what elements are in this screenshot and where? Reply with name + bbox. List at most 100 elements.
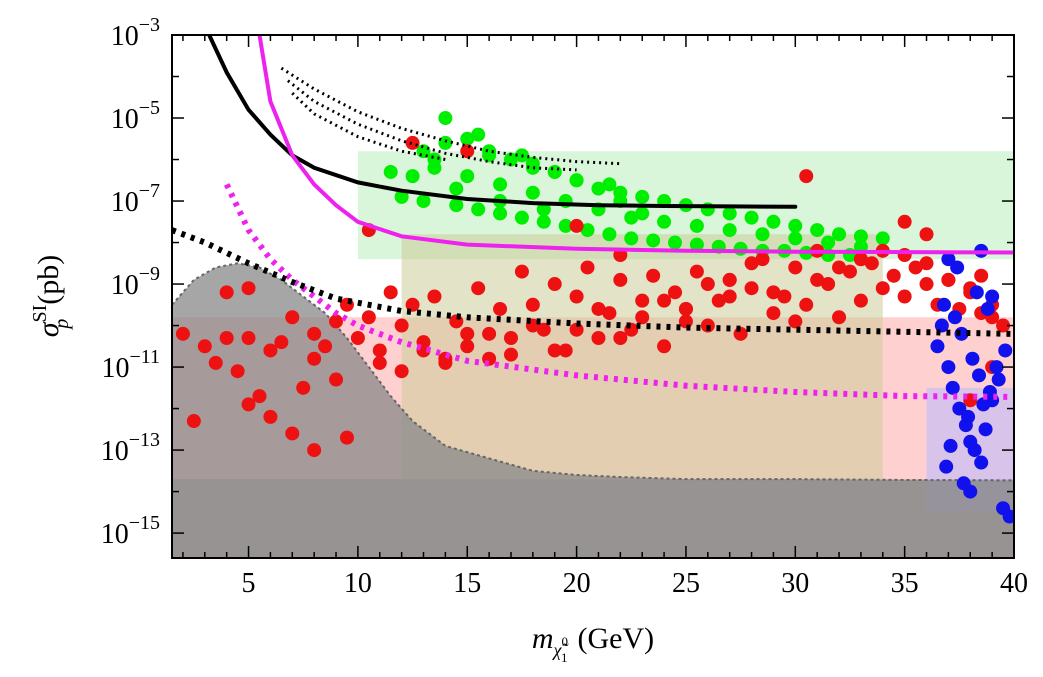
data-point-blue_points-18 [943,438,958,453]
y-tick-exponent: −13 [129,429,160,451]
axis-ticks: 5 10 15 20 25 30 35 4010−310−510−710−910−1110−1… [101,14,1028,599]
y-axis-sub: p [51,319,73,331]
neutrino-floor [172,262,1014,558]
plot-frame [171,34,1015,559]
data-point-red_points-102 [941,272,956,287]
data-point-red_points-0 [175,326,190,341]
y-tick-base: 10 [101,519,129,550]
data-point-red_points-61 [897,289,912,304]
data-point-green_points-62 [569,173,584,188]
data-point-red_points-18 [427,289,442,304]
limit-curve-dotted-6 [291,92,446,161]
data-point-blue_points-25 [939,459,954,474]
limit-curve-dotted-2 [223,183,1014,400]
data-point-red_points-62 [908,260,923,275]
neutrino-floor-region [172,263,1014,558]
data-point-red_points-101 [919,256,934,271]
data-point-green_points-67 [547,164,562,179]
data-point-red_points-109 [460,144,475,159]
data-point-red_points-47 [744,281,759,296]
data-point-green_points-30 [536,214,551,229]
data-point-blue_points-2 [945,380,960,395]
data-point-red_points-16 [405,297,420,312]
data-point-red_points-37 [635,293,650,308]
data-point-green_points-27 [471,202,486,217]
data-point-red_points-78 [394,364,409,379]
data-point-red_points-92 [700,277,715,292]
x-tick-label-25: 25 [672,568,700,599]
data-point-green_points-48 [525,185,540,200]
data-point-red_points-11 [350,331,365,346]
data-point-red_points-26 [514,264,529,279]
data-point-red_points-118 [219,285,234,300]
data-point-red_points-105 [678,301,693,316]
data-point-blue_points-24 [980,301,995,316]
y-tick-base: 10 [111,187,139,218]
limit-curve-solid-1 [257,35,1014,255]
data-point-green_points-52 [657,214,672,229]
data-point-green_points-19 [788,218,803,233]
y-tick-base: 10 [111,104,139,135]
data-point-red_points-8 [318,339,333,354]
data-point-red_points-96 [810,272,825,287]
data-point-green_points-36 [668,235,683,250]
x-axis-title: mχ̃0 1(GeV) [532,622,654,665]
data-point-green_points-12 [635,189,650,204]
data-point-red_points-46 [733,326,748,341]
y-tick-base: 10 [111,21,139,52]
y-axis-symbol: σ [32,321,65,337]
data-point-red_points-12 [361,310,376,325]
data-point-red_points-50 [777,289,792,304]
data-point-blue_points-22 [950,260,965,275]
data-point-red_points-48 [755,252,770,267]
data-point-green_points-60 [482,148,497,163]
data-point-blue_points-3 [952,401,967,416]
data-point-red_points-73 [274,335,289,350]
x-tick-label-15: 15 [453,568,481,599]
data-point-red_points-5 [263,343,278,358]
data-point-red_points-39 [657,339,672,354]
data-point-blue_points-12 [937,297,952,312]
band-2 [401,234,883,480]
data-point-green_points-57 [821,235,836,250]
data-point-green_points-20 [810,223,825,238]
x-tick-label-5: 5 [242,568,256,599]
data-point-blue_points-33 [934,318,949,333]
data-point-green_points-37 [689,237,704,252]
data-point-red_points-71 [230,364,245,379]
data-point-red_points-117 [974,268,989,283]
data-point-red_points-35 [613,272,628,287]
data-point-red_points-9 [329,372,344,387]
data-point-red_points-1 [197,339,212,354]
data-point-red_points-56 [842,264,857,279]
data-point-green_points-21 [832,227,847,242]
y-tick-label--13: 10−13 [101,429,160,467]
y-tick-label--3: 10−3 [111,14,160,52]
data-point-blue_points-19 [961,409,976,424]
y-tick-label--15: 10−15 [101,512,160,550]
x-tick-label-35: 35 [891,568,919,599]
y-tick-exponent: −5 [139,97,160,119]
data-point-red_points-44 [711,293,726,308]
data-point-red_points-80 [438,355,453,370]
data-point-red_points-14 [383,285,398,300]
data-point-red_points-7 [307,326,322,341]
data-point-blue_points-1 [941,360,956,375]
y-tick-base: 10 [111,270,139,301]
data-point-red_points-97 [832,260,847,275]
data-point-blue_points-20 [976,397,991,412]
data-point-blue_points-30 [941,252,956,267]
data-point-green_points-68 [602,177,617,192]
data-point-red_points-110 [897,214,912,229]
y-tick-base: 10 [101,353,129,384]
data-point-red_points-124 [186,414,201,429]
data-point-red_points-30 [558,343,573,358]
data-point-red_points-94 [744,256,759,271]
data-point-red_points-70 [996,318,1011,333]
data-point-blue_points-32 [985,289,1000,304]
data-point-red_points-87 [591,301,606,316]
data-point-red_points-49 [766,306,781,321]
data-point-green_points-26 [449,198,464,213]
data-point-red_points-77 [372,355,387,370]
data-point-red_points-122 [307,443,322,458]
